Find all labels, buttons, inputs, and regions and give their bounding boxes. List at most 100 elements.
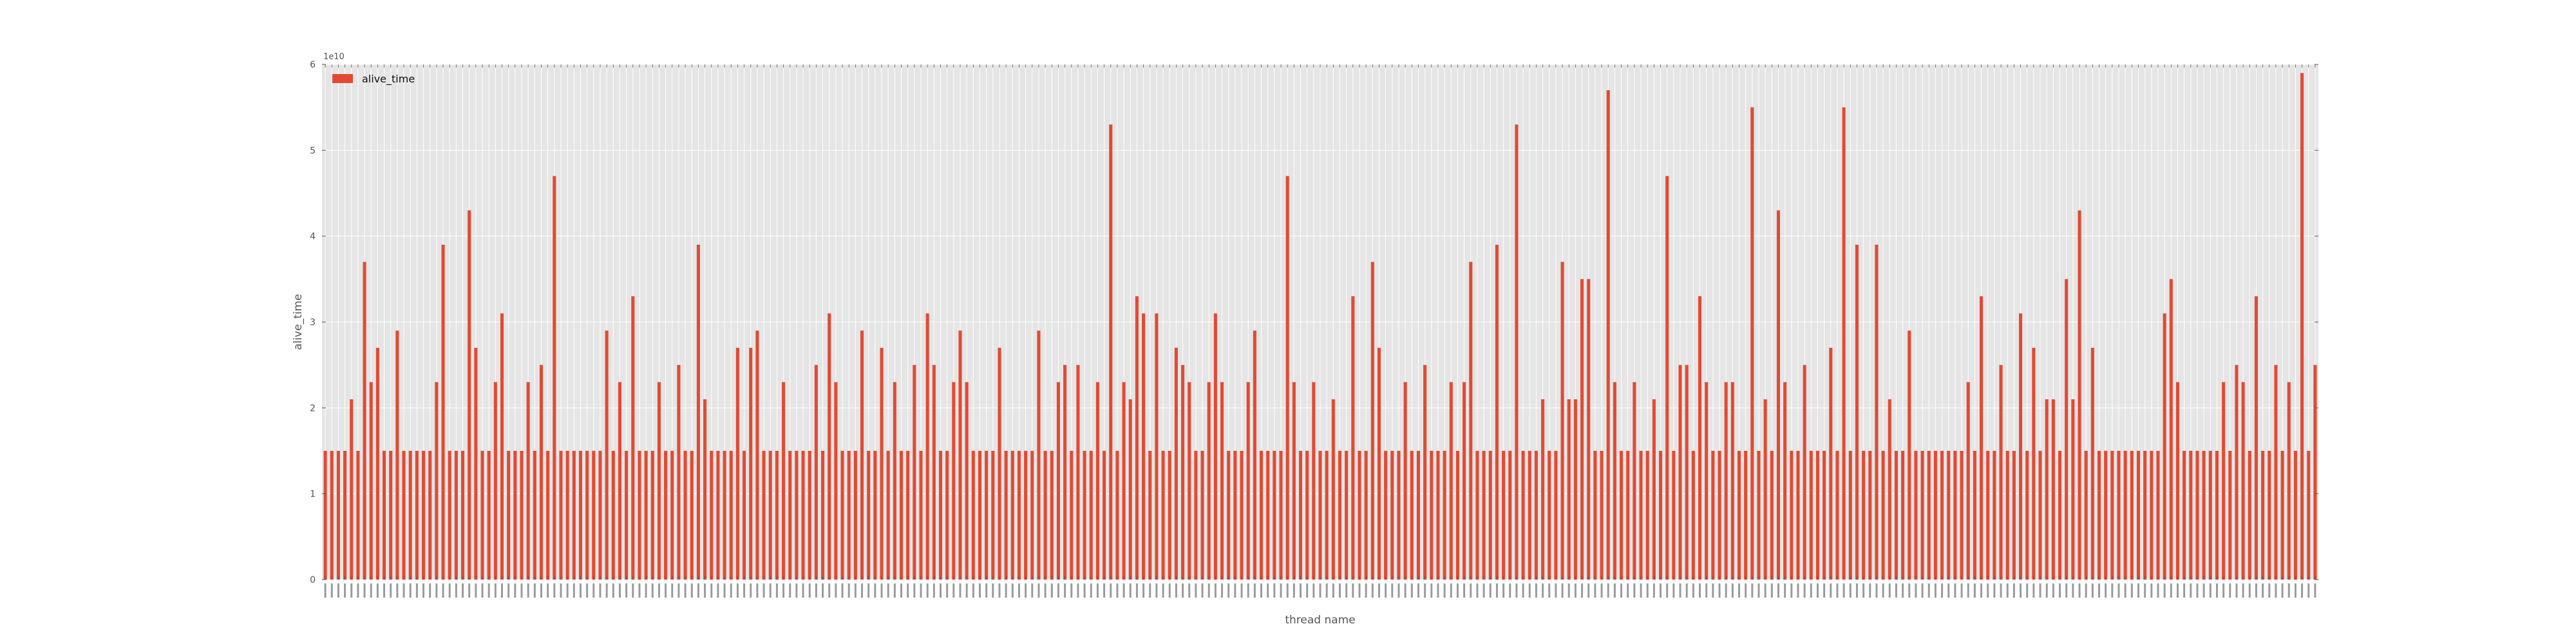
bar: [1986, 451, 1990, 580]
bar: [546, 451, 550, 580]
bar: [638, 451, 641, 580]
bar: [1993, 451, 1996, 580]
x-tick-label-mark: [1325, 583, 1328, 598]
bar: [2117, 451, 2121, 580]
x-tick-label-mark: [468, 583, 471, 598]
x-tick-label-mark: [1286, 583, 1289, 598]
x-tick-label-mark: [533, 583, 536, 598]
x-tick-label-mark: [1195, 583, 1197, 598]
x-tick-label-mark: [344, 583, 346, 598]
bar: [323, 451, 327, 580]
x-tick-label-mark: [867, 583, 870, 598]
bar: [1161, 451, 1165, 580]
x-tick-label-mark: [1705, 583, 1708, 598]
x-tick-label-mark: [1077, 583, 1079, 598]
bar: [1298, 451, 1303, 580]
x-tick-label-mark: [2262, 583, 2264, 598]
bar: [1554, 451, 1558, 580]
x-tick-label-mark: [1574, 583, 1577, 598]
x-tick-label-mark: [1692, 583, 1694, 598]
x-tick-label-mark: [1633, 583, 1636, 598]
x-tick-label-mark: [920, 583, 922, 598]
bar: [395, 330, 399, 580]
bar: [735, 348, 739, 580]
x-tick-label-mark: [462, 583, 464, 598]
bar: [2241, 382, 2245, 580]
x-tick-label-mark: [618, 583, 621, 598]
x-tick-label-mark: [1424, 583, 1426, 598]
bar: [2019, 313, 2023, 580]
x-tick-label-mark: [632, 583, 634, 598]
bar: [1528, 451, 1531, 580]
bar: [383, 451, 386, 580]
x-tick-label-mark: [1803, 583, 1806, 598]
bar: [828, 313, 831, 580]
x-tick-label-mark: [1934, 583, 1937, 598]
x-tick-label-mark: [448, 583, 451, 598]
bar: [1809, 451, 1813, 580]
bar: [1043, 451, 1047, 580]
x-tick-label-mark: [1050, 583, 1053, 598]
bar: [2110, 451, 2114, 580]
bar: [2189, 451, 2193, 580]
bar: [1770, 451, 1774, 580]
bar: [1665, 176, 1669, 580]
bar: [2228, 451, 2232, 580]
x-tick-label-mark: [874, 583, 876, 598]
bar: [578, 451, 583, 580]
x-tick-label-mark: [1548, 583, 1551, 598]
bar: [500, 313, 504, 580]
bar: [1449, 382, 1453, 580]
bar: [1645, 451, 1649, 580]
bar: [1037, 330, 1041, 580]
x-tick-label-mark: [835, 583, 837, 598]
x-tick-label-mark: [913, 583, 916, 598]
x-tick-label-mark: [520, 583, 523, 598]
bar: [952, 382, 956, 580]
bar: [1220, 382, 1224, 580]
x-tick-label-mark: [1122, 583, 1125, 598]
x-tick-label-mark: [1240, 583, 1243, 598]
x-tick-label-mark: [1247, 583, 1249, 598]
bar: [1181, 365, 1185, 580]
x-tick-label-mark: [1757, 583, 1760, 598]
x-tick-label-mark: [1103, 583, 1106, 598]
bar: [2012, 451, 2016, 580]
x-tick-label-mark: [704, 583, 706, 598]
x-tick-label-mark: [861, 583, 864, 598]
bar: [1868, 451, 1872, 580]
x-tick-label-mark: [1057, 583, 1059, 598]
x-tick-label-mark: [2026, 583, 2029, 598]
bar: [1351, 296, 1355, 580]
bar: [2156, 451, 2160, 580]
bar: [1829, 348, 1833, 580]
x-tick-label-mark: [1888, 583, 1891, 598]
x-tick-label-mark: [1306, 583, 1309, 598]
x-tick-label-mark: [330, 583, 333, 598]
x-tick-label-mark: [2248, 583, 2251, 598]
bar: [834, 382, 838, 580]
bar: [2195, 451, 2199, 580]
bar: [1875, 245, 1879, 580]
bar: [1010, 451, 1014, 580]
bar: [1246, 382, 1250, 580]
x-tick-label-mark: [1227, 583, 1230, 598]
bar: [1103, 451, 1106, 580]
x-tick-label-mark: [376, 583, 379, 598]
bar: [1541, 399, 1545, 580]
x-tick-label-mark: [1855, 583, 1858, 598]
x-tick-label-mark: [1797, 583, 1799, 598]
x-tick-label-mark: [854, 583, 857, 598]
bar: [402, 451, 406, 580]
x-tick-label-mark: [828, 583, 831, 598]
x-tick-label-mark: [808, 583, 811, 598]
x-tick-label-mark: [390, 583, 392, 598]
bar: [507, 451, 511, 580]
bar: [1128, 399, 1132, 580]
bar: [2300, 73, 2304, 580]
x-tick-label-mark: [1869, 583, 1871, 598]
x-tick-label-mark: [1921, 583, 1924, 598]
bar: [2150, 451, 2154, 580]
x-tick-label-mark: [1980, 583, 1983, 598]
